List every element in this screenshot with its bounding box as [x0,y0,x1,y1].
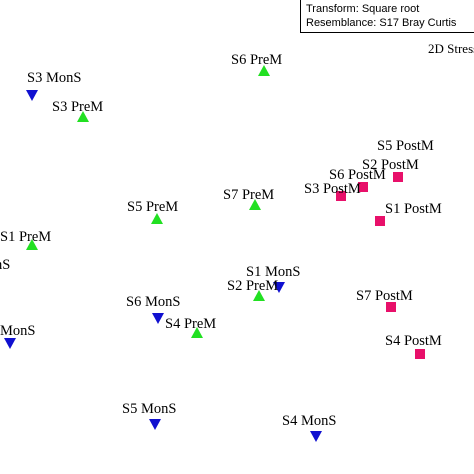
point-marker-s6-mons [152,313,164,324]
point-marker-s2-postm [358,182,368,192]
point-marker-s2-prem [253,290,265,301]
point-label-ns: nS [0,257,10,273]
point-label-s6-mons: S6 MonS [126,294,180,310]
transform-text: Transform: Square root [306,3,420,15]
point-marker-s4-postm [415,349,425,359]
point-label-s2-prem: S2 PreM [227,278,278,294]
point-marker-s5-prem [151,213,163,224]
point-marker-s3-prem [77,111,89,122]
point-marker-s1-mons [273,282,285,293]
point-label-s5-mons: S5 MonS [122,401,176,417]
point-marker-s4-mons [310,431,322,442]
point-label-s2-postm: S2 PostM [362,157,419,173]
point-label-s7-prem: S7 PreM [223,187,274,203]
point-marker-s6-prem [258,65,270,76]
point-marker-s5-mons [149,419,161,430]
point-marker-s3-mons [26,90,38,101]
point-marker-s7-prem [249,199,261,210]
point-marker-s5-postm [393,172,403,182]
point-marker-s7-postm [386,302,396,312]
point-marker-s1-postm [375,216,385,226]
resemblance-text: Resemblance: S17 Bray Curtis [306,17,457,29]
point-label-s7-postm: S7 PostM [356,288,413,304]
point-label-s4-mons: S4 MonS [282,413,336,429]
point-label-s1-prem: S1 PreM [0,229,51,245]
point-label-mons: MonS [0,323,35,339]
point-marker-s4-prem [191,327,203,338]
point-label-s3-prem: S3 PreM [52,99,103,115]
point-label-s3-mons: S3 MonS [27,70,81,86]
point-label-s4-postm: S4 PostM [385,333,442,349]
point-marker-s6-postm [336,191,346,201]
point-label-s4-prem: S4 PreM [165,316,216,332]
point-label-s1-mons: S1 MonS [246,264,300,280]
point-label-s1-postm: S1 PostM [385,201,442,217]
point-marker-s1-prem [26,239,38,250]
point-label-s6-prem: S6 PreM [231,52,282,68]
point-label-s3-postm: S3 PostM [304,181,361,197]
point-label-s6-postm: S6 PostM [329,167,386,183]
stress-label: 2D Stress [428,41,474,56]
point-label-s5-prem: S5 PreM [127,199,178,215]
point-marker-mons [4,338,16,349]
point-label-s5-postm: S5 PostM [377,138,434,154]
info-box: Transform: Square root Resemblance: S17 … [300,0,474,33]
